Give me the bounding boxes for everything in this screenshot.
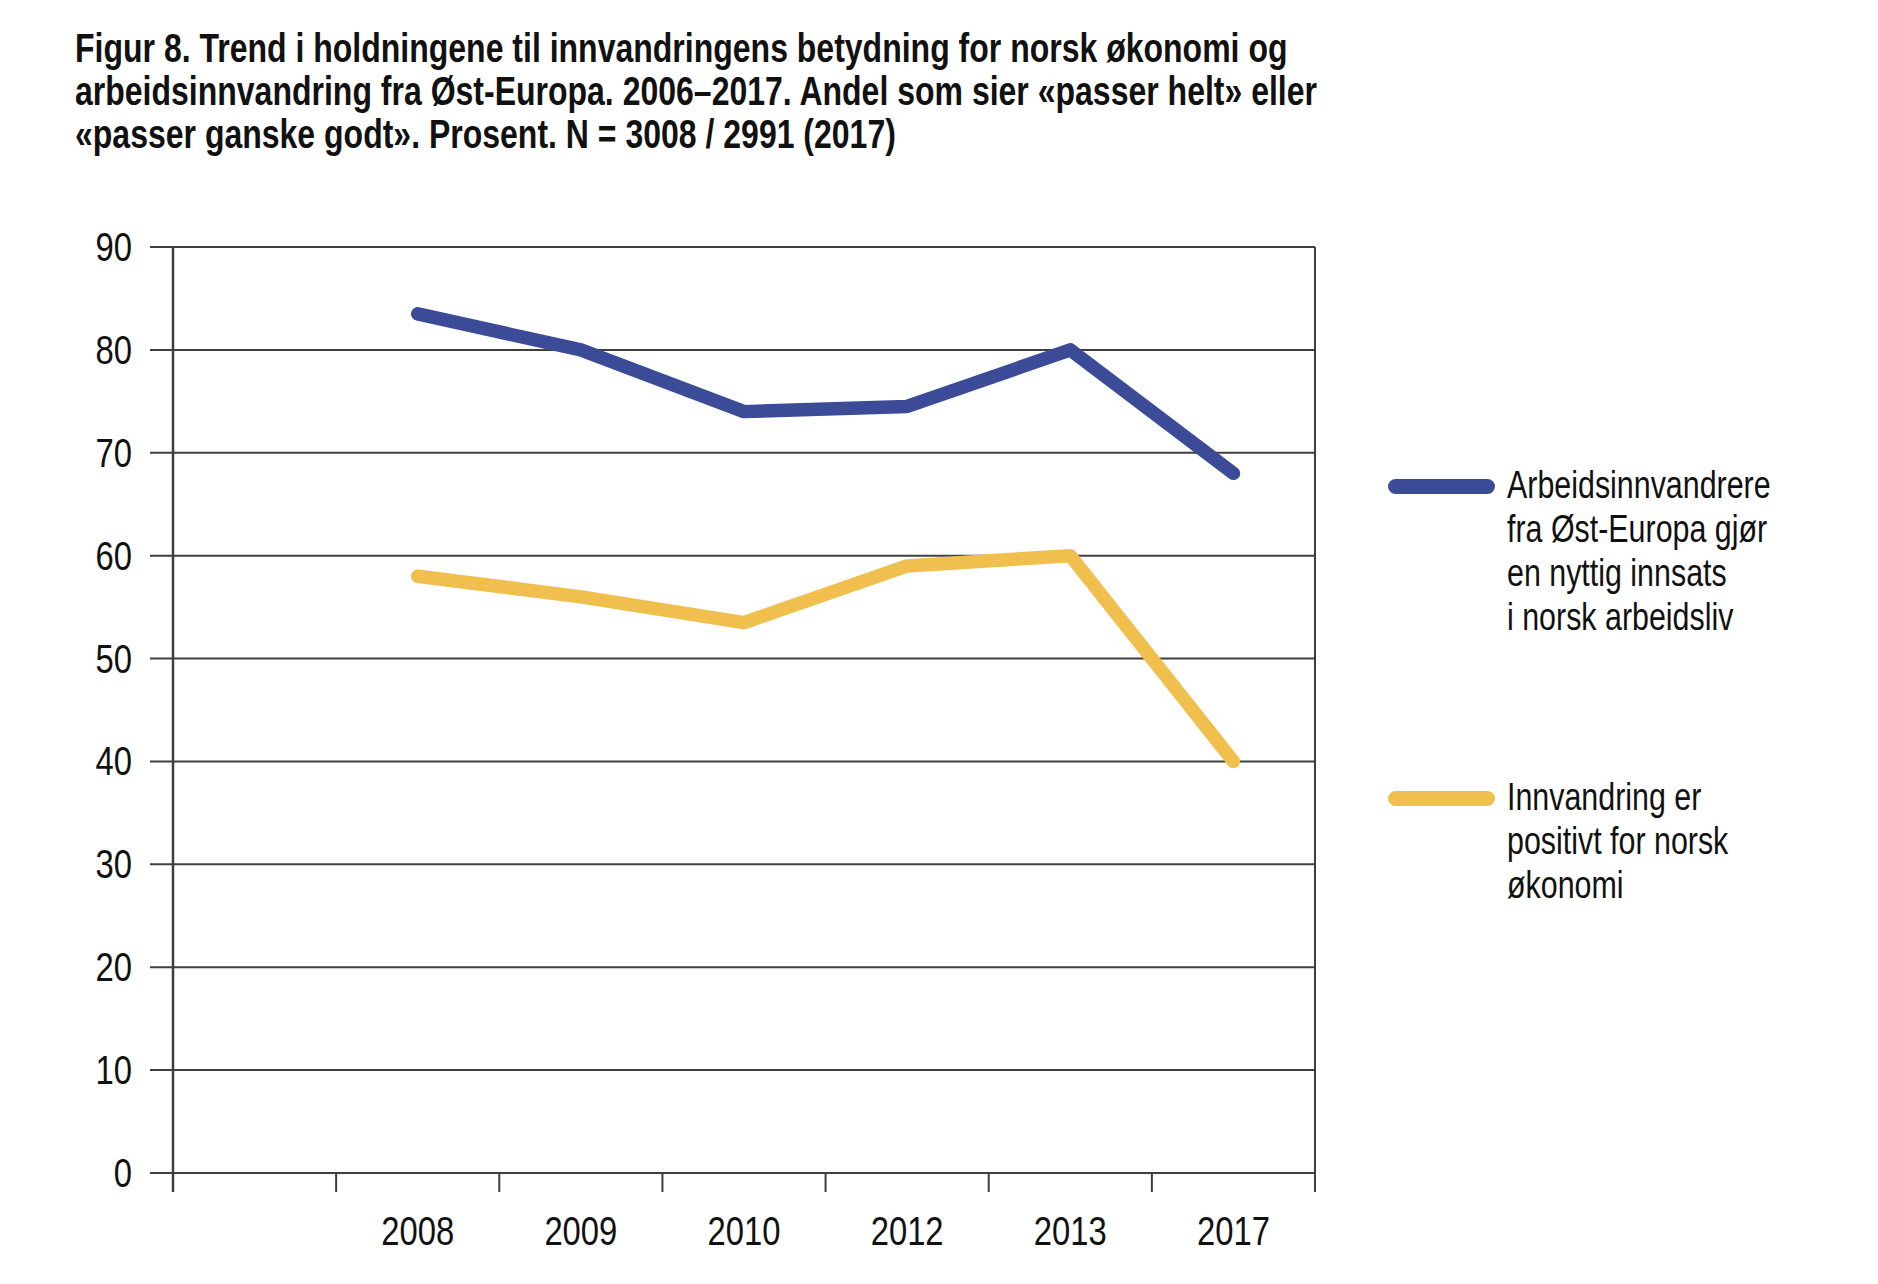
y-axis-label: 20 — [96, 944, 132, 990]
x-axis-label: 2013 — [1034, 1207, 1107, 1253]
y-axis-label: 40 — [96, 738, 132, 784]
y-axis-label: 90 — [96, 223, 132, 269]
x-axis-label: 2017 — [1197, 1207, 1270, 1253]
x-axis-label: 2012 — [871, 1207, 944, 1253]
x-axis-label: 2010 — [708, 1207, 781, 1253]
y-axis-label: 60 — [96, 532, 132, 578]
y-axis-label: 80 — [96, 326, 132, 372]
y-axis-label: 0 — [114, 1149, 132, 1195]
series-line-arbeidsinnvandrere — [418, 314, 1234, 473]
y-axis-label: 70 — [96, 429, 132, 475]
y-axis-label: 10 — [96, 1047, 132, 1093]
figure-8-chart-page: Figur 8. Trend i holdningene til innvand… — [0, 0, 1878, 1284]
x-axis-label: 2008 — [381, 1207, 454, 1253]
x-axis-label: 2009 — [544, 1207, 617, 1253]
y-axis-label: 30 — [96, 841, 132, 887]
y-axis-label: 50 — [96, 635, 132, 681]
line-chart-canvas: 0 10 20 30 40 50 60 70 80 90 2008 2009 2010 2012 2013 2… — [0, 0, 1878, 1284]
